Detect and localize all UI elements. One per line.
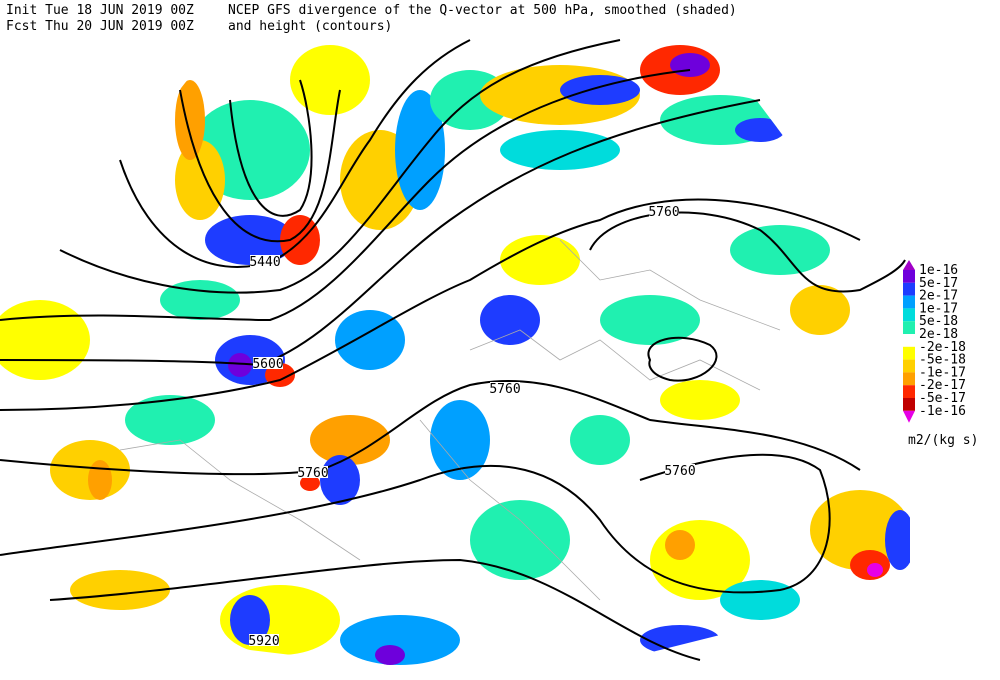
colorbar-label: -2e-18 bbox=[919, 340, 966, 355]
colorbar-box bbox=[903, 334, 915, 347]
colorbar: 1e-165e-172e-171e-175e-182e-18-2e-18-5e-… bbox=[903, 260, 966, 423]
contours bbox=[0, 39, 906, 661]
contour-label: 5920 bbox=[248, 634, 279, 649]
colorbar-box bbox=[903, 346, 915, 360]
contour-labels: 5440 5600 5760 5760 5760 5760 5920 bbox=[248, 205, 696, 649]
colorbar-label: 5e-18 bbox=[919, 314, 958, 329]
colorbar-box bbox=[903, 372, 915, 386]
colorbar-box bbox=[903, 282, 915, 296]
borders bbox=[119, 239, 781, 601]
colorbar-box bbox=[903, 295, 915, 309]
contour-label: 5440 bbox=[249, 255, 280, 270]
colorbar-label: -5e-17 bbox=[919, 391, 966, 406]
colorbar-label: 1e-16 bbox=[919, 263, 958, 278]
contour-label-bg bbox=[298, 466, 328, 478]
init-label: Init Tue 18 JUN 2019 00Z bbox=[6, 3, 194, 18]
colorbar-label: 2e-17 bbox=[919, 289, 958, 304]
contour-label-bg bbox=[665, 464, 695, 476]
fcst-label: Fcst Thu 20 JUN 2019 00Z bbox=[6, 19, 194, 34]
map: 5440 5600 5760 5760 5760 5760 5920 bbox=[0, 30, 910, 668]
contour-label-bg bbox=[490, 382, 520, 394]
colorbar-label: 2e-18 bbox=[919, 327, 958, 342]
contour-label: 5760 bbox=[664, 464, 695, 479]
contour-label: 5600 bbox=[252, 357, 283, 372]
colorbar-arrow bbox=[903, 260, 915, 270]
colorbar-arrow bbox=[903, 410, 915, 423]
contour-label: 5760 bbox=[489, 382, 520, 397]
contour-label-bg bbox=[249, 634, 279, 646]
colorbar-label: 5e-17 bbox=[919, 276, 958, 291]
colorbar-label: 1e-17 bbox=[919, 301, 958, 316]
colorbar-box bbox=[903, 385, 915, 398]
colorbar-box bbox=[903, 359, 915, 373]
colorbar-label: -1e-17 bbox=[919, 365, 966, 380]
title: NCEP GFS divergence of the Q-vector at 5… bbox=[228, 3, 737, 18]
contour-label: 5760 bbox=[297, 466, 328, 481]
colorbar-box bbox=[903, 321, 915, 334]
contour-label: 5760 bbox=[648, 205, 679, 220]
contour-label-bg bbox=[253, 357, 283, 369]
colorbar-box bbox=[903, 398, 915, 411]
colorbar-label: -1e-16 bbox=[919, 404, 966, 419]
colorbar-label: -5e-18 bbox=[919, 353, 966, 368]
colorbar-box bbox=[903, 308, 915, 322]
unit-label: m2/(kg s) bbox=[908, 433, 978, 448]
subtitle: and height (contours) bbox=[228, 19, 392, 34]
colorbar-label: -2e-17 bbox=[919, 378, 966, 393]
colorbar-box bbox=[903, 270, 915, 283]
contour-label-bg bbox=[250, 255, 280, 267]
contour-label-bg bbox=[649, 205, 679, 217]
